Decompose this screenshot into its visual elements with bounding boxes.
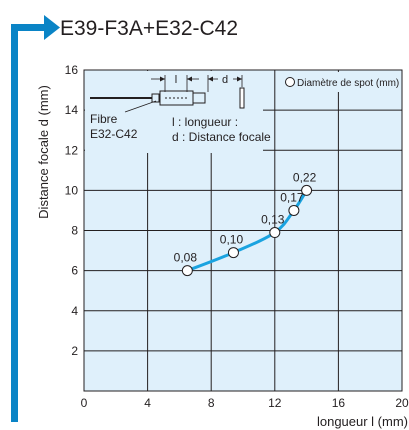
- arrow-right-icon: [44, 15, 60, 40]
- x-tick-label: 8: [208, 396, 215, 410]
- y-tick-label: 8: [71, 224, 78, 238]
- lens-tip: [192, 92, 206, 104]
- spot-target: [239, 87, 245, 109]
- inset-mask: [85, 71, 263, 153]
- x-tick-label: 12: [268, 396, 282, 410]
- legend-l-text: l : longueur :: [172, 115, 238, 129]
- y-tick-label: 4: [71, 304, 78, 318]
- chart-title: E39-F3A+E32-C42: [60, 17, 238, 40]
- data-point: [288, 204, 300, 216]
- x-tick-label: 4: [144, 396, 151, 410]
- inset-l-symbol: l: [175, 74, 177, 86]
- y-axis-label: Distance focale d (mm): [36, 85, 51, 219]
- arrow-l-right: [187, 76, 192, 82]
- data-label: 0,13: [261, 213, 285, 227]
- x-tick-label: 0: [81, 396, 88, 410]
- data-label: 0,08: [174, 251, 198, 265]
- x-tick-label: 16: [332, 396, 346, 410]
- fiber-model-label: E32-C42: [90, 127, 138, 141]
- legend: Diamètre de spot (mm): [283, 72, 401, 92]
- x-tick-label: 20: [395, 396, 409, 410]
- x-axis-label: longueur l (mm): [317, 414, 408, 429]
- arrow-l-left: [160, 76, 165, 82]
- y-tick-label: 10: [65, 183, 79, 197]
- accent-bar-top: [11, 24, 45, 31]
- legend-d-text: d : Distance focale: [172, 130, 271, 144]
- legend-text: Diamètre de spot (mm): [297, 78, 399, 89]
- lens-body: [159, 90, 194, 106]
- fiber-label: Fibre: [90, 112, 118, 126]
- y-tick-label: 14: [65, 103, 79, 117]
- y-tick-label: 16: [65, 63, 79, 77]
- legend-mask: [283, 72, 401, 92]
- data-label: 0,17: [280, 190, 304, 204]
- data-label: 0,22: [293, 170, 317, 184]
- data-label: 0,10: [220, 233, 244, 247]
- inset-diagram: l d Fibre E32-C42 l : longueur : d : Dis…: [85, 71, 271, 153]
- data-point: [269, 227, 281, 239]
- y-tick-label: 12: [65, 143, 79, 157]
- y-tick-label: 6: [71, 264, 78, 278]
- y-tick-label: 2: [71, 344, 78, 358]
- accent-bar: [11, 24, 18, 422]
- data-point: [181, 265, 193, 277]
- fiber-leader: [124, 100, 157, 113]
- inset-d-symbol: d: [222, 74, 228, 86]
- data-point: [227, 247, 239, 259]
- fiber-collar: [151, 93, 160, 103]
- arrow-d-right: [237, 76, 242, 82]
- arrow-d-left: [208, 76, 213, 82]
- legend-marker: [285, 77, 295, 87]
- series: 0,08 0,10 0,13 0,17 0,22: [174, 170, 317, 277]
- data-point: [301, 184, 313, 196]
